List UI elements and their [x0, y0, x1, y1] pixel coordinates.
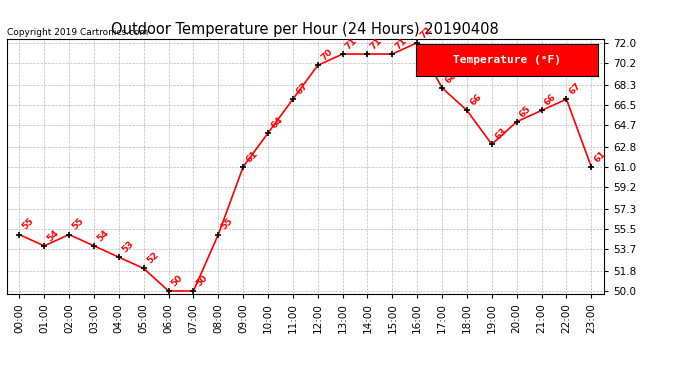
- Text: 66: 66: [543, 92, 558, 108]
- Text: 70: 70: [319, 47, 334, 63]
- Text: 54: 54: [46, 228, 61, 243]
- Text: 67: 67: [568, 81, 583, 96]
- Text: 55: 55: [219, 216, 235, 232]
- Text: 52: 52: [145, 251, 160, 266]
- Text: 50: 50: [195, 273, 210, 288]
- Text: 67: 67: [294, 81, 309, 96]
- Text: 61: 61: [593, 149, 608, 164]
- Text: 68: 68: [444, 70, 459, 85]
- Text: 71: 71: [368, 36, 384, 51]
- Text: 72: 72: [418, 25, 434, 40]
- Title: Outdoor Temperature per Hour (24 Hours) 20190408: Outdoor Temperature per Hour (24 Hours) …: [112, 22, 499, 37]
- Text: 53: 53: [120, 239, 135, 254]
- Text: 54: 54: [95, 228, 110, 243]
- Text: 64: 64: [269, 115, 284, 130]
- Text: 50: 50: [170, 273, 185, 288]
- Text: 71: 71: [393, 36, 409, 51]
- Text: 71: 71: [344, 36, 359, 51]
- Text: Copyright 2019 Cartronics.com: Copyright 2019 Cartronics.com: [7, 28, 148, 37]
- Text: 55: 55: [70, 216, 86, 232]
- Text: 61: 61: [244, 149, 259, 164]
- Text: 63: 63: [493, 126, 509, 141]
- Text: 55: 55: [21, 216, 36, 232]
- Text: 65: 65: [518, 104, 533, 119]
- Text: 66: 66: [469, 92, 484, 108]
